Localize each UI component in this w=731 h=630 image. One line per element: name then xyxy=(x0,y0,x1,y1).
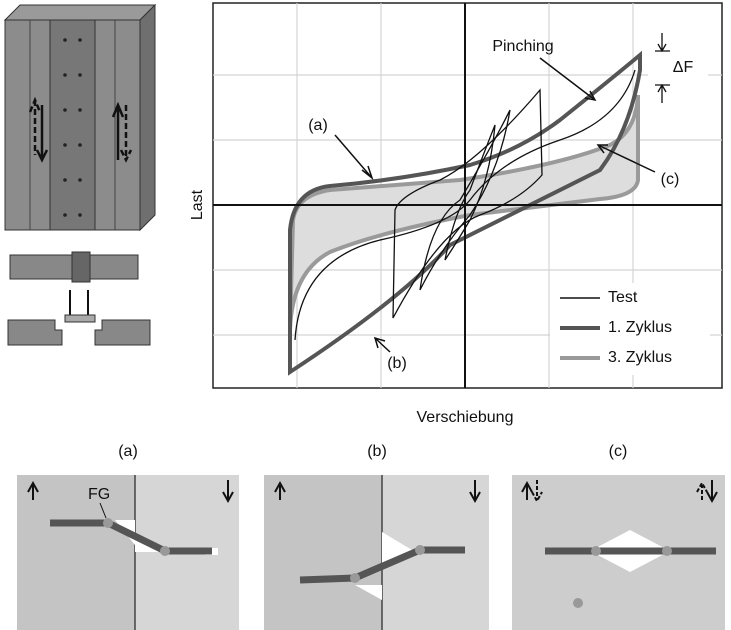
photo-b: (b) xyxy=(264,443,489,630)
hysteresis-chart: Last Verschiebung (a) (b) (c) Pinching Δ… xyxy=(189,3,722,426)
legend-label: Test xyxy=(608,289,638,306)
annotation: (b) xyxy=(387,355,407,372)
annotation: (a) xyxy=(308,117,328,134)
panel-label: (b) xyxy=(367,443,387,460)
legend-label: 3. Zyklus xyxy=(608,349,672,366)
figure: Last Verschiebung (a) (b) (c) Pinching Δ… xyxy=(0,0,731,630)
annotation: Pinching xyxy=(492,38,553,55)
annotation: ΔF xyxy=(673,59,694,76)
legend: Test 1. Zyklus 3. Zyklus xyxy=(550,283,710,375)
photo-c: (c) xyxy=(512,443,725,630)
photo-a: (a) FG xyxy=(17,443,239,630)
legend-label: 1. Zyklus xyxy=(608,319,672,336)
panel-label: (c) xyxy=(609,443,628,460)
annotation: FG xyxy=(88,486,110,503)
panel-label: (a) xyxy=(118,443,138,460)
x-axis-label: Verschiebung xyxy=(417,409,514,426)
annotation: (c) xyxy=(661,171,680,188)
y-axis-label: Last xyxy=(189,189,206,220)
specimen-drawing xyxy=(5,5,155,345)
